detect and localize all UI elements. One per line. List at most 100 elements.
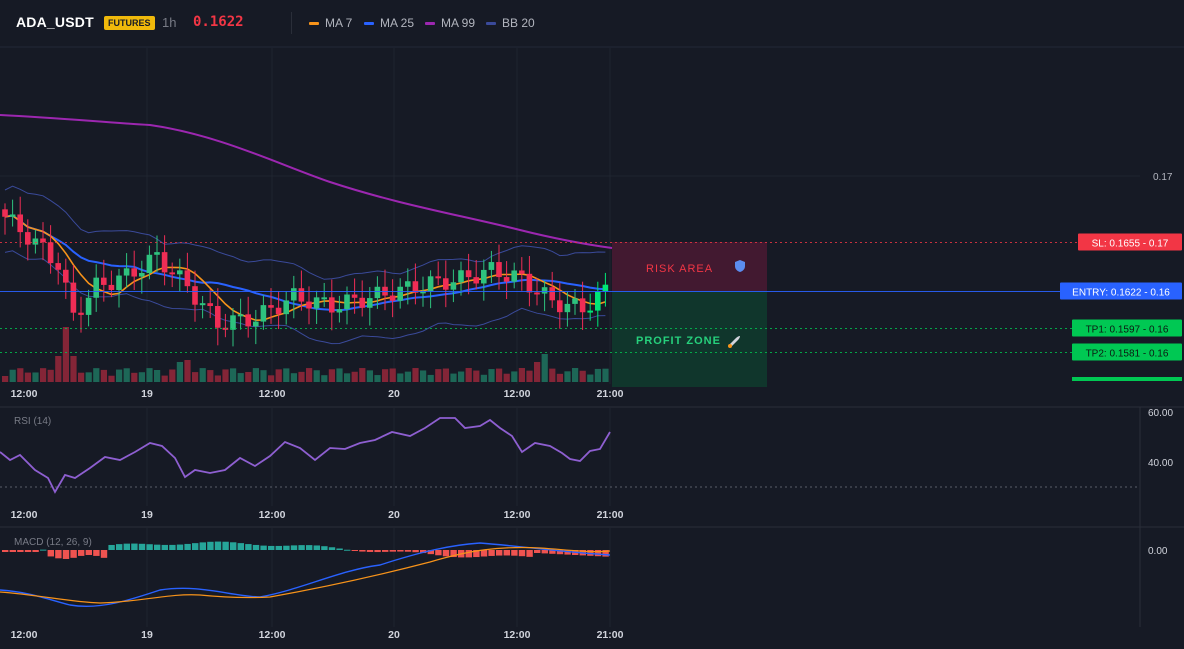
legend-ma25[interactable]: MA 25 [364, 16, 414, 30]
macd-histogram-bar [389, 550, 396, 552]
candle-body [496, 262, 502, 278]
macd-histogram-bar [40, 549, 47, 551]
macd-histogram-bar [161, 544, 168, 550]
macd-histogram-bar [176, 544, 184, 550]
volume-bar [549, 368, 556, 382]
time-axis-label: 19 [141, 388, 153, 400]
timeframe-label[interactable]: 1h [162, 15, 177, 30]
volume-bar [534, 362, 541, 382]
candle-body [101, 277, 107, 285]
rsi-label: RSI (14) [14, 416, 51, 427]
candle-body [169, 272, 175, 275]
macd-histogram-bar [587, 550, 594, 556]
macd-histogram-bar [366, 550, 374, 552]
level-tag [1072, 319, 1182, 337]
macd-histogram-bar [328, 547, 336, 550]
rsi-line [0, 417, 611, 494]
candle-body [313, 297, 320, 309]
volume-bar [397, 373, 404, 382]
volume-bar [382, 369, 389, 382]
macd-histogram-bar [488, 550, 495, 556]
macd-histogram-bar [420, 550, 427, 554]
volume-bar [503, 373, 510, 382]
candle-body [108, 284, 115, 291]
ma25-swatch [364, 21, 374, 25]
legend-ma7[interactable]: MA 7 [309, 16, 352, 30]
macd-histogram-bar [359, 550, 366, 552]
legend-ma99[interactable]: MA 99 [425, 16, 475, 30]
candle-body [298, 288, 305, 302]
candle-body [389, 295, 396, 301]
time-axis-label: 20 [388, 509, 400, 521]
ma99-line [0, 114, 613, 249]
volume-bar [40, 368, 47, 382]
candle-body [321, 297, 327, 300]
macd-histogram-bar [199, 542, 206, 550]
bb20-swatch [486, 21, 496, 25]
candle-body [427, 276, 434, 292]
candle-body [139, 272, 145, 277]
candle-body [283, 300, 289, 315]
chart-header: ADA_USDT FUTURES 1h 0.1622 MA 7 MA 25 MA… [0, 0, 1184, 46]
macd-histogram-bar [131, 543, 138, 550]
macd-histogram-bar [55, 550, 62, 559]
candles [2, 196, 609, 347]
volume-bar [298, 371, 305, 382]
candle-body [9, 214, 16, 217]
volume-bar [313, 370, 320, 382]
ma25-line [4, 214, 606, 312]
macd-histogram-bar [313, 545, 320, 550]
macd-histogram-bar [207, 541, 214, 550]
candle-body [215, 306, 221, 328]
candle-body [367, 298, 373, 308]
trade-level-lines: SL: 0.1655 - 0.17 ENTRY: 0.1622 - 0.16 TP1… [0, 233, 1182, 381]
macd-histogram-bar [556, 550, 564, 555]
volume-bar [351, 371, 358, 382]
candle-body [359, 297, 365, 308]
volume-bar [100, 369, 107, 382]
volume-bar [108, 375, 115, 382]
macd-histogram-bar [465, 550, 472, 558]
level-tag [1078, 233, 1182, 251]
legend-bb20[interactable]: BB 20 [486, 16, 535, 30]
candle-body [245, 314, 251, 327]
volume-bar [321, 375, 328, 382]
macd-histogram-bar [480, 550, 488, 557]
time-axis-label: 12:00 [259, 629, 286, 641]
candle-body [579, 298, 586, 313]
volume-bar [17, 368, 24, 382]
macd-histogram-bar [496, 550, 503, 556]
macd-histogram-bar [412, 550, 419, 553]
volume-bar [526, 370, 533, 382]
legend-ma99-label: MA 99 [441, 16, 476, 30]
time-axis-label: 12:00 [11, 629, 38, 641]
candle-body [587, 310, 593, 313]
volume-bar [131, 372, 138, 382]
candle-body [564, 303, 571, 313]
macd-histogram-bar [306, 545, 313, 550]
macd-histogram-bar [435, 550, 442, 556]
macd-histogram-bar [85, 550, 92, 555]
candle-body [557, 300, 563, 313]
header-divider [291, 12, 292, 34]
macd-histogram-bar [283, 545, 290, 550]
volume-bar [412, 368, 419, 382]
volume-bar [572, 368, 579, 382]
level-tag-label: ENTRY: 0.1622 - 0.16 [1072, 288, 1170, 299]
volume-bar [541, 354, 548, 382]
symbol-name[interactable]: ADA_USDT [16, 14, 94, 30]
volume-bar [85, 372, 92, 382]
candle-body [78, 312, 84, 315]
volume-bar [518, 368, 525, 382]
candle-body [47, 242, 54, 264]
candle-body [291, 288, 297, 301]
candle-body [405, 281, 411, 287]
volume-bar [359, 368, 366, 382]
time-axis-label: 12:00 [504, 509, 531, 521]
time-axis-label: 21:00 [597, 509, 624, 521]
candle-body [93, 277, 99, 298]
candle-body [40, 238, 46, 243]
rocket-flame-icon [728, 344, 732, 348]
volume-bar [435, 369, 442, 382]
